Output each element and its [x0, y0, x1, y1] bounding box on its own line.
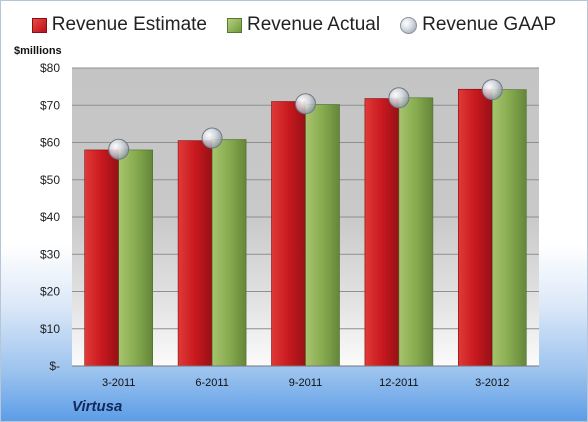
- x-tick-label: 6-2011: [195, 377, 228, 389]
- bar-revenue-estimate: [457, 88, 493, 367]
- bar-revenue-actual: [398, 97, 434, 367]
- legend-label-gaap: Revenue GAAP: [422, 14, 557, 35]
- legend-item-estimate: Revenue Estimate: [31, 14, 207, 36]
- company-name: Virtusa: [72, 398, 123, 415]
- x-tick-label: 9-2011: [289, 377, 322, 389]
- marker-revenue-gaap: [481, 79, 503, 101]
- y-unit-label: $millions: [14, 45, 62, 57]
- y-tick-label: $80: [40, 61, 60, 75]
- y-tick-label: $50: [40, 173, 60, 187]
- y-tick-label: $60: [40, 136, 60, 150]
- bar-revenue-actual: [305, 104, 340, 367]
- bar-revenue-estimate: [84, 149, 119, 367]
- y-tick-label: $20: [40, 285, 60, 299]
- marker-revenue-gaap: [201, 127, 223, 149]
- legend-marker-gaap: [400, 16, 418, 34]
- y-tick-label: $70: [40, 98, 60, 112]
- y-tick-label: $-: [49, 359, 60, 373]
- bar-revenue-actual: [491, 89, 527, 367]
- legend-item-gaap: Revenue GAAP: [400, 14, 556, 36]
- bar-revenue-estimate: [177, 140, 213, 367]
- bar-revenue-actual: [211, 139, 247, 367]
- bar-revenue-actual: [118, 149, 153, 367]
- y-tick-label: $10: [40, 322, 60, 336]
- legend-swatch-estimate: [31, 17, 47, 33]
- marker-revenue-gaap: [388, 87, 410, 109]
- bar-revenue-estimate: [271, 101, 306, 367]
- x-tick-label: 3-2011: [102, 377, 135, 389]
- legend-item-actual: Revenue Actual: [227, 14, 380, 36]
- y-tick-label: $30: [40, 247, 60, 261]
- marker-revenue-gaap: [108, 138, 130, 160]
- x-tick-label: 3-2012: [475, 377, 509, 389]
- y-tick-label: $40: [40, 210, 60, 224]
- x-tick-label: 12-2011: [379, 377, 419, 389]
- legend-swatch-actual: [227, 17, 242, 33]
- bar-revenue-estimate: [364, 98, 400, 367]
- legend-label-estimate: Revenue Estimate: [51, 14, 207, 35]
- legend: Revenue Estimate Revenue Actual Revenue …: [0, 14, 588, 36]
- marker-revenue-gaap: [295, 93, 316, 115]
- legend-label-actual: Revenue Actual: [247, 14, 381, 35]
